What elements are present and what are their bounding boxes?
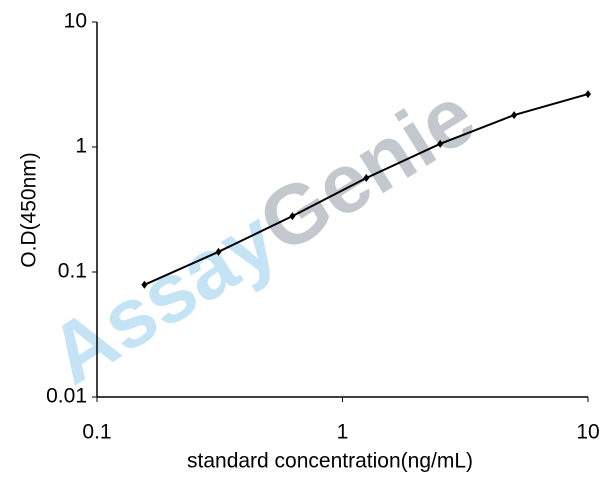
x-tick-label: 1 (337, 421, 349, 444)
watermark-text: Genie (243, 67, 491, 270)
marker (215, 247, 222, 256)
marker (141, 280, 148, 289)
y-axis-label: O.D(450nm) (18, 152, 41, 268)
marker (289, 212, 296, 221)
x-tick-label: 10 (576, 421, 599, 444)
marker (363, 173, 370, 182)
marker (585, 90, 591, 99)
y-tick-label: 10 (64, 10, 87, 33)
y-tick-label: 1 (75, 135, 87, 158)
marker (511, 111, 518, 120)
marker (437, 139, 444, 148)
watermark-text: Assay (33, 191, 293, 402)
x-axis-label: standard concentration(ng/mL) (187, 450, 473, 473)
y-tick-label: 0.01 (46, 385, 87, 408)
y-tick-label: 0.1 (58, 260, 87, 283)
x-tick-label: 0.1 (82, 421, 111, 444)
watermark: Assay Genie (33, 67, 491, 402)
